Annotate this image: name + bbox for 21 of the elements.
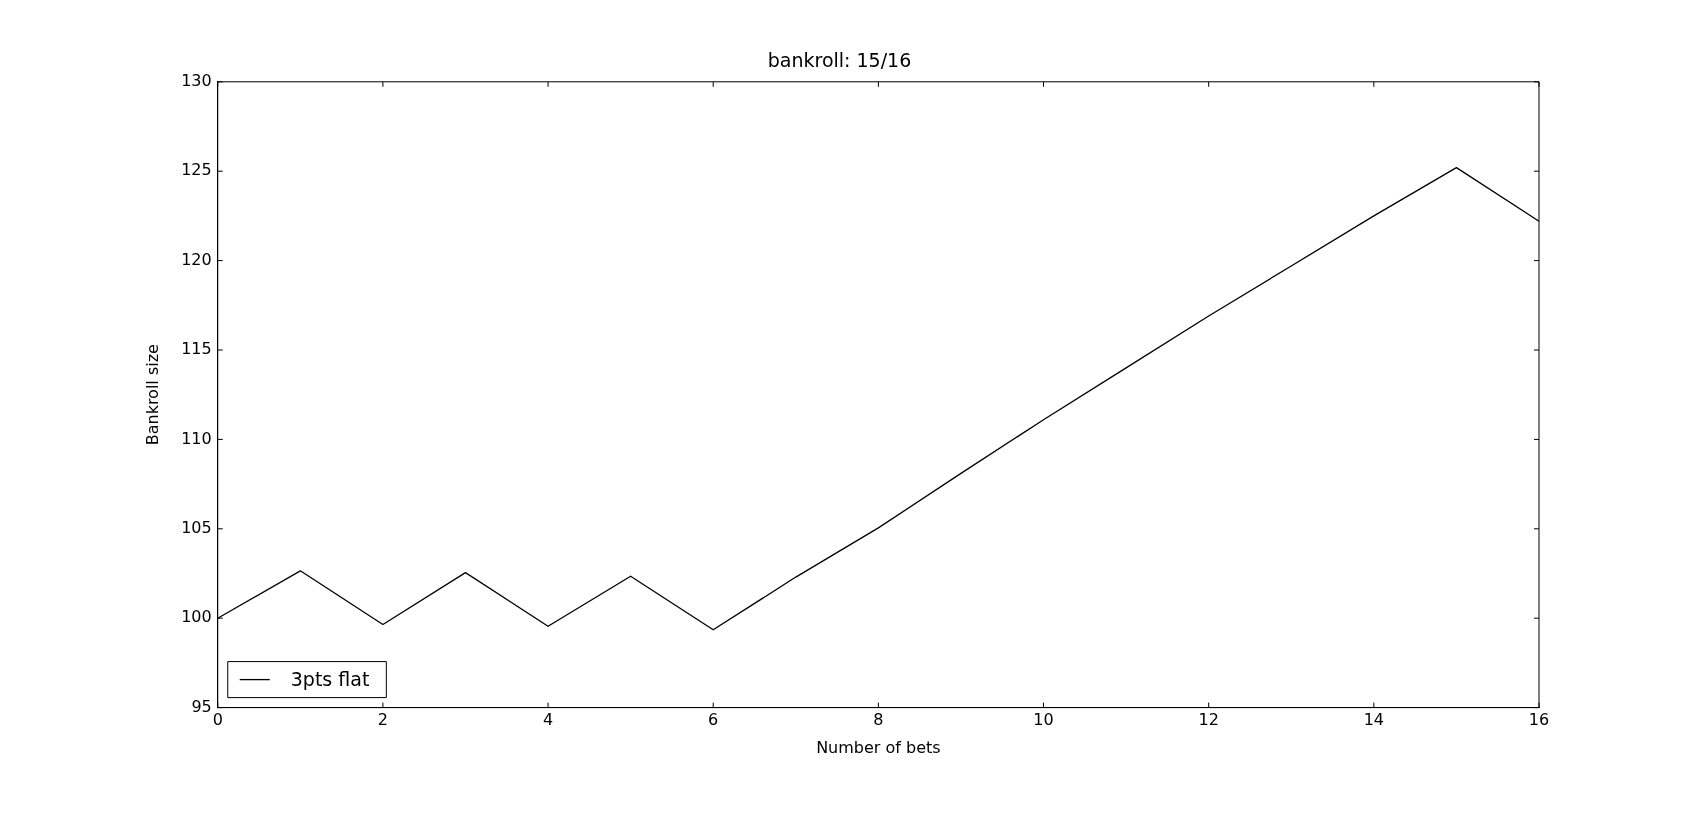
- y-axis-title: Bankroll size: [142, 344, 162, 446]
- chart-title: bankroll: 15/16: [767, 49, 912, 72]
- x-tick-label: 2: [377, 710, 388, 730]
- y-tick-label: 120: [181, 249, 212, 269]
- x-axis-title: Number of bets: [816, 737, 941, 757]
- y-tick-label: 95: [191, 696, 212, 716]
- x-tick-label: 10: [1033, 710, 1054, 730]
- y-tick-label: 110: [181, 428, 212, 448]
- x-tick-label: 0: [212, 710, 223, 730]
- x-tick-label: 6: [708, 710, 719, 730]
- x-tick-label: 4: [542, 710, 554, 730]
- y-tick-label: 105: [181, 517, 212, 537]
- y-tick-label: 125: [181, 160, 212, 180]
- legend-label: 3pts flat: [290, 667, 370, 690]
- x-tick-label: 8: [873, 710, 884, 730]
- y-tick-label: 130: [181, 70, 212, 90]
- x-tick-label: 14: [1363, 710, 1385, 730]
- x-tick-label: 12: [1198, 710, 1219, 730]
- y-tick-label: 100: [181, 607, 212, 627]
- y-tick-label: 115: [181, 339, 212, 359]
- x-tick-label: 16: [1528, 710, 1550, 730]
